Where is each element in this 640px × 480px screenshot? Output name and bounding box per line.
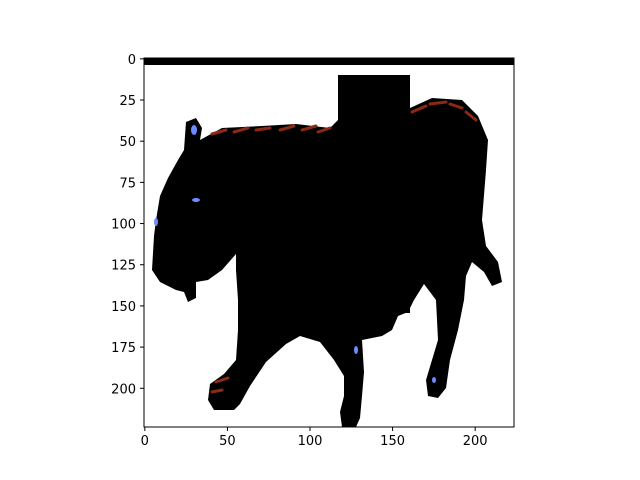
x-axis-ticks: 0 50 100 150 200 [141, 427, 488, 449]
stripe-highlights [210, 100, 478, 394]
x-tick-label: 150 [380, 434, 405, 449]
occlusion-block-lower [338, 135, 410, 313]
x-tick-label: 200 [463, 434, 488, 449]
image-panel [144, 58, 514, 427]
y-tick-label: 75 [119, 176, 136, 191]
occlusion-block-upper [338, 75, 410, 135]
y-tick-label: 100 [111, 218, 136, 233]
y-axis-ticks: 0 25 50 75 100 125 150 175 200 [111, 53, 144, 397]
x-tick-label: 0 [141, 434, 149, 449]
blue-highlights [154, 125, 436, 383]
y-tick-label: 50 [119, 135, 136, 150]
top-black-band [144, 58, 514, 65]
x-tick-label: 50 [219, 434, 236, 449]
tiger-silhouette [152, 98, 502, 427]
y-tick-label: 150 [111, 300, 136, 315]
y-tick-label: 175 [111, 341, 136, 356]
y-tick-label: 25 [119, 94, 136, 109]
axes-frame [143, 57, 515, 428]
y-tick-label: 125 [111, 259, 136, 274]
y-tick-label: 200 [111, 382, 136, 397]
x-tick-label: 100 [298, 434, 323, 449]
y-tick-label: 0 [128, 53, 136, 68]
